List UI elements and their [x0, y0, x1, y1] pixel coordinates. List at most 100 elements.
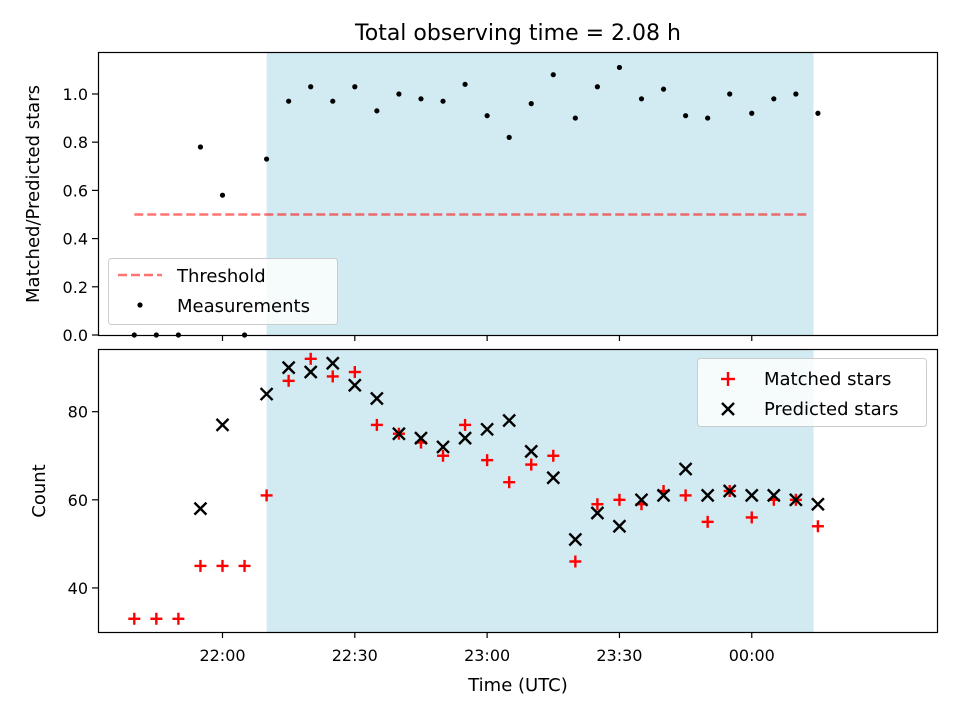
measurement-point [815, 110, 821, 116]
predicted-star-d2 [789, 492, 803, 507]
measurement-point [396, 91, 402, 97]
legend-measurements-swatch [137, 302, 143, 308]
measurement-point [727, 91, 733, 97]
measurement-point [638, 96, 645, 102]
predicted-star-point [590, 506, 605, 520]
measurement-point [440, 98, 446, 104]
predicted-star-point [303, 365, 318, 379]
measurement-point [418, 96, 424, 102]
matched-star-point [701, 515, 714, 528]
count-panel: 40 60 80 22:00 22:30 23:00 23:30 00:00 Count T… [29, 348, 939, 696]
predicted-star-point [215, 418, 230, 432]
matched-star-point [503, 476, 516, 489]
legend-matched-swatch [721, 372, 735, 386]
matched-star-point [282, 374, 295, 387]
predicted-star-d2 [193, 501, 208, 516]
predicted-star-point [722, 484, 737, 498]
figure-title: Total observing time = 2.08 h [354, 21, 681, 46]
measurement-point [550, 72, 556, 78]
matched-star-point [459, 418, 472, 431]
measurement-point [793, 91, 799, 97]
legend-matched-label: Matched stars [764, 369, 891, 390]
y-tick-label: 0.2 [63, 278, 88, 297]
matched-star-point [569, 555, 582, 568]
matched-star-point [348, 366, 361, 379]
measurement-point [219, 192, 226, 198]
matched-star-point [260, 489, 273, 502]
measurement-point [264, 156, 270, 162]
y-tick-label: 40 [68, 579, 88, 598]
matched-star-point [481, 454, 494, 467]
predicted-star-point [744, 488, 759, 503]
measurement-point [660, 86, 667, 92]
predicted-star-point [789, 492, 803, 507]
predicted-star-d2 [811, 497, 825, 512]
predicted-star-d2 [700, 488, 715, 503]
y-tick-label: 1.0 [63, 85, 88, 104]
predicted-star-point [325, 356, 340, 371]
ratio-panel-frame [97, 51, 939, 337]
y-tick-label: 0.6 [63, 181, 88, 200]
predicted-star-point [392, 426, 406, 441]
x-tick-label: 00:00 [729, 646, 775, 665]
predicted-star-point [370, 391, 384, 406]
measurement-point [352, 84, 358, 90]
predicted-star-d2 [480, 422, 494, 437]
predicted-star-point [700, 488, 715, 503]
x-axis-label: Time (UTC) [467, 675, 568, 696]
measurement-point [462, 81, 468, 87]
matched-star-point [525, 458, 538, 471]
predicted-star-d2 [502, 413, 517, 428]
predicted-star-point [480, 422, 494, 437]
matched-star-point [238, 559, 251, 572]
matched-star-point [591, 498, 604, 511]
measurement-point [506, 134, 512, 140]
measurement-point [705, 115, 711, 121]
measurement-point [197, 144, 204, 150]
y-tick-label: 0.4 [63, 230, 88, 249]
ratio-y-axis-label: Matched/Predicted stars [23, 85, 44, 303]
predicted-star-point [281, 360, 296, 375]
matched-star-point [370, 418, 383, 431]
ratio-legend: Threshold Measurements [108, 258, 338, 325]
predicted-star-d2 [281, 360, 296, 375]
predicted-star-point [568, 532, 583, 547]
x-tick-label: 22:00 [199, 646, 245, 665]
observing-span-shade-top [266, 53, 814, 335]
measurement-point [749, 110, 755, 116]
predicted-star-point [193, 501, 208, 516]
legend-threshold-label: Threshold [176, 266, 266, 287]
predicted-star-d2 [656, 488, 671, 503]
predicted-star-d2 [303, 365, 318, 379]
predicted-star-d2 [370, 391, 384, 406]
predicted-star-d2 [766, 488, 781, 503]
count-y-axis-label: Count [29, 464, 50, 517]
x-tick-label: 23:00 [464, 646, 510, 665]
predicted-star-d2 [678, 462, 693, 476]
predicted-star-d2 [215, 418, 230, 432]
matched-star-point [437, 449, 450, 462]
matched-star-point [216, 559, 229, 572]
predicted-star-d2 [458, 431, 472, 445]
count-legend: Matched stars Predicted stars [697, 358, 927, 427]
ratio-y-ticks: 0.0 0.2 0.4 0.6 0.8 1.0 [63, 85, 99, 345]
predicted-star-point [678, 462, 693, 476]
matched-star-point [745, 511, 758, 524]
predicted-star-point [811, 497, 825, 512]
measurement-point [330, 98, 336, 104]
predicted-star-point [414, 431, 428, 445]
predicted-star-d2 [546, 470, 561, 485]
predicted-star-d2 [612, 519, 627, 534]
predicted-star-d2 [414, 431, 428, 445]
matched-star-point [613, 493, 626, 506]
predicted-star-point [436, 440, 450, 454]
matched-star-point [811, 520, 824, 533]
y-tick-label: 60 [68, 491, 88, 510]
predicted-star-d2 [436, 440, 450, 454]
x-tick-label: 22:30 [332, 646, 378, 665]
measurement-point [771, 96, 777, 102]
count-x-ticks: 22:00 22:30 23:00 23:30 00:00 [199, 632, 775, 665]
count-panel-frame [97, 348, 939, 634]
predicted-star-d2 [590, 506, 605, 520]
